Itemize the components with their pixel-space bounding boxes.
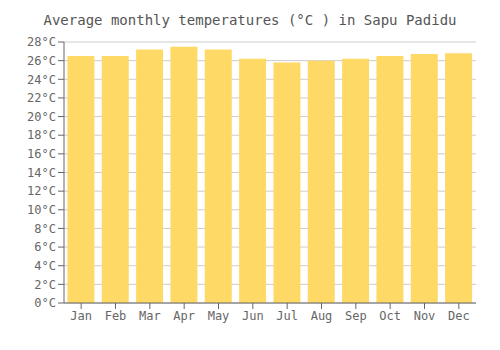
svg-text:26°C: 26°C	[27, 54, 56, 68]
svg-text:Mar: Mar	[139, 309, 161, 323]
svg-text:Sep: Sep	[345, 309, 367, 323]
html-text:Average monthly temperatures (: Average monthly temperatures (°C ) in Sa…	[43, 12, 457, 28]
svg-text:14°C: 14°C	[27, 166, 56, 180]
svg-text:24°C: 24°C	[27, 73, 56, 87]
svg-text:0°C: 0°C	[34, 296, 56, 310]
svg-text:Feb: Feb	[105, 309, 127, 323]
svg-text:May: May	[208, 309, 230, 323]
svg-text:18°C: 18°C	[27, 128, 56, 142]
svg-text:Jul: Jul	[276, 309, 298, 323]
svg-text:2°C: 2°C	[34, 278, 56, 292]
svg-text:22°C: 22°C	[27, 91, 56, 105]
svg-text:20°C: 20°C	[27, 110, 56, 124]
svg-text:16°C: 16°C	[27, 147, 56, 161]
svg-text:6°C: 6°C	[34, 240, 56, 254]
svg-text:8°C: 8°C	[34, 222, 56, 236]
svg-text:4°C: 4°C	[34, 259, 56, 273]
svg-text:Dec: Dec	[448, 309, 470, 323]
svg-text:Jun: Jun	[242, 309, 264, 323]
svg-text:Nov: Nov	[414, 309, 436, 323]
svg-text:Oct: Oct	[379, 309, 401, 323]
svg-text:12°C: 12°C	[27, 184, 56, 198]
svg-text:28°C: 28°C	[27, 35, 56, 49]
svg-text:Aug: Aug	[311, 309, 333, 323]
svg-text:Apr: Apr	[173, 309, 195, 323]
svg-text:Jan: Jan	[70, 309, 92, 323]
svg-text:10°C: 10°C	[27, 203, 56, 217]
